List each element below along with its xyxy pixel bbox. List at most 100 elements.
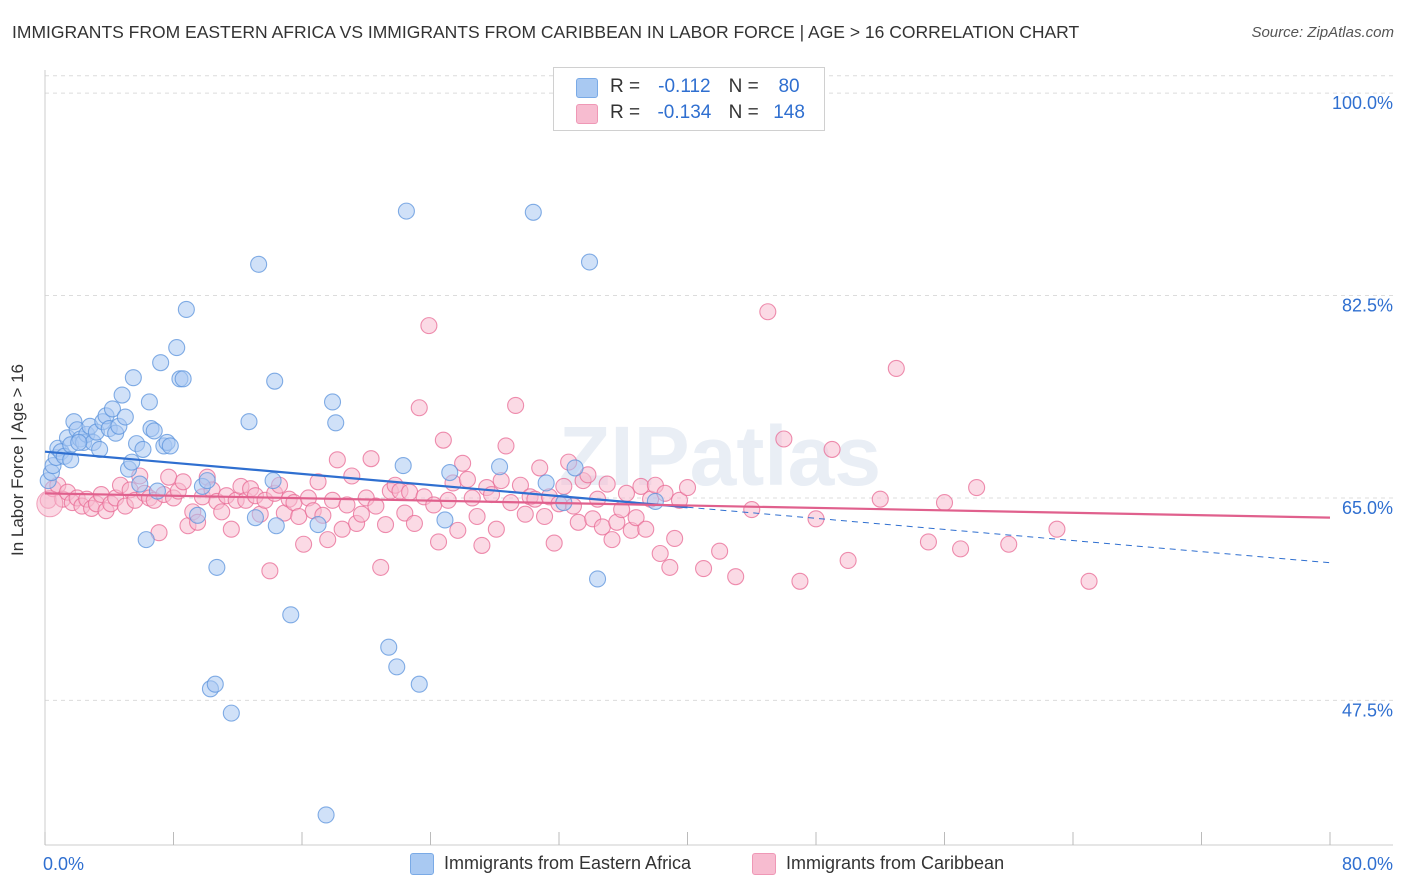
caribbean-point (666, 529, 684, 548)
caribbean-point (1000, 535, 1018, 553)
legend-stats-eastern-africa: R = -0.112 N = 80 (610, 76, 814, 98)
caribbean-point (531, 459, 549, 477)
eastern-africa-point (198, 472, 216, 490)
caribbean-point (637, 520, 655, 538)
caribbean-point (420, 317, 438, 335)
eastern-africa-point (580, 253, 599, 271)
caribbean-point (598, 475, 616, 493)
caribbean-point (952, 540, 970, 558)
caribbean-point (887, 359, 905, 377)
eastern-africa-point (134, 440, 152, 458)
caribbean-point (343, 467, 361, 485)
eastern-africa-point (588, 570, 607, 588)
caribbean-point (497, 437, 515, 455)
eastern-africa-point (145, 422, 163, 440)
legend-stats-caribbean: R = -0.134 N = 148 (610, 102, 814, 124)
eastern-africa-point (124, 369, 142, 387)
eastern-africa-point (309, 516, 327, 534)
caribbean-point (468, 507, 486, 526)
caribbean-point (261, 562, 279, 580)
caribbean-point (603, 531, 621, 549)
caribbean-point (319, 531, 337, 549)
eastern-africa-point (240, 413, 258, 431)
caribbean-point (759, 303, 777, 321)
legend-swatch-eastern-africa (410, 853, 434, 875)
caribbean-point (333, 520, 351, 538)
caribbean-point (651, 544, 669, 563)
eastern-africa-point (206, 675, 224, 693)
stats-legend: R = -0.112 N = 80 R = -0.134 N = 148 (553, 67, 825, 131)
caribbean-point (919, 533, 937, 551)
caribbean-point (487, 520, 505, 538)
eastern-africa-point (264, 472, 282, 490)
eastern-africa-point (436, 511, 454, 529)
n-label: N = (728, 76, 759, 97)
n-value: 80 (778, 76, 800, 97)
axes (44, 70, 1393, 846)
caribbean-point (367, 497, 385, 515)
eastern-africa-point (152, 354, 170, 372)
r-label: R = (610, 102, 641, 123)
eastern-africa-point (222, 704, 240, 722)
caribbean-trend-line (44, 492, 1331, 519)
eastern-africa-point (394, 457, 412, 475)
y-tick-label: 47.5% (1342, 700, 1393, 720)
r-value: -0.134 (657, 102, 712, 123)
legend-swatch-eastern-africa (576, 78, 598, 98)
caribbean-point (839, 551, 857, 569)
eastern-africa-point (70, 433, 88, 452)
eastern-africa-trend-line (44, 450, 688, 509)
caribbean-point (627, 509, 645, 527)
eastern-africa-point (388, 658, 406, 676)
caribbean-point (935, 494, 954, 512)
caribbean-point (434, 431, 452, 449)
caribbean-point (555, 477, 573, 495)
tick-labels: 47.5% 65.0% 82.5% 100.0% 0.0% 80.0% (43, 93, 1393, 874)
eastern-africa-point (246, 509, 264, 527)
chart-title: IMMIGRANTS FROM EASTERN AFRICA VS IMMIGR… (12, 22, 1080, 42)
x-tick-label: 0.0% (43, 854, 84, 874)
eastern-africa-point (174, 370, 192, 388)
eastern-africa-point (250, 255, 268, 273)
caribbean-point (362, 450, 380, 468)
r-label: R = (610, 76, 641, 97)
caribbean-point (401, 483, 419, 501)
caribbean-point (449, 521, 467, 539)
caribbean-point (352, 505, 370, 523)
legend-swatch-caribbean (752, 853, 776, 875)
eastern-africa-point (317, 806, 335, 824)
data-points (36, 202, 1098, 824)
eastern-africa-point (537, 474, 555, 492)
eastern-africa-point (491, 458, 509, 476)
caribbean-point (295, 535, 313, 553)
caribbean-point (727, 568, 745, 586)
eastern-africa-point (131, 475, 149, 493)
caribbean-point (791, 572, 809, 590)
eastern-africa-point (410, 675, 428, 693)
caribbean-point (372, 558, 390, 576)
caribbean-point (338, 496, 356, 514)
caribbean-point (429, 533, 448, 551)
caribbean-point (473, 536, 491, 554)
legend-label-eastern-africa: Immigrants from Eastern Africa (444, 853, 692, 873)
eastern-africa-point (137, 531, 155, 549)
eastern-africa-point (524, 203, 542, 221)
grid-lines (45, 75, 1393, 701)
caribbean-point (410, 399, 428, 417)
eastern-africa-point (282, 606, 300, 624)
caribbean-point (516, 505, 534, 523)
eastern-africa-point (140, 393, 158, 411)
legend-swatch-caribbean (576, 104, 598, 124)
caribbean-point (405, 514, 423, 532)
eastern-africa-point (267, 517, 285, 535)
eastern-africa-point (168, 339, 186, 357)
caribbean-point (535, 507, 554, 526)
caribbean-point (678, 479, 697, 497)
eastern-africa-point (189, 506, 207, 524)
caribbean-point (545, 534, 563, 552)
y-tick-label: 65.0% (1342, 498, 1393, 518)
trend-lines (44, 450, 1331, 564)
x-tick-label: 80.0% (1342, 854, 1393, 874)
caribbean-point (213, 503, 231, 521)
eastern-africa-point (327, 414, 345, 432)
